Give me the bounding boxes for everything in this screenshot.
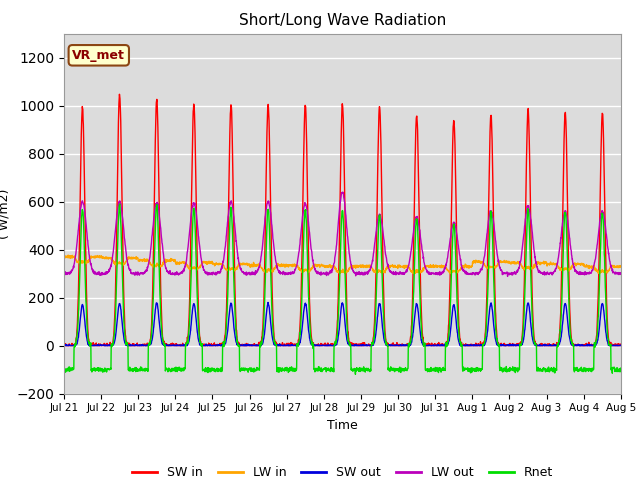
LW in [568, 264, 576, 270]
Y-axis label: ( W/m2): ( W/m2) [0, 189, 11, 239]
Rnet [359, 368, 367, 374]
Text: VR_met: VR_met [72, 49, 125, 62]
LW out [584, 271, 591, 276]
SW out [568, 342, 575, 348]
Rnet [60, 365, 68, 371]
SW out [617, 343, 625, 348]
Title: Short/Long Wave Radiation: Short/Long Wave Radiation [239, 13, 446, 28]
LW in [359, 263, 367, 268]
SW out [371, 338, 379, 344]
Rnet [584, 366, 591, 372]
LW out [339, 189, 346, 195]
Legend: SW in, LW in, SW out, LW out, Rnet: SW in, LW in, SW out, LW out, Rnet [127, 461, 558, 480]
SW out [359, 343, 367, 348]
LW out [617, 271, 625, 277]
SW out [216, 342, 223, 348]
SW out [504, 343, 512, 348]
Rnet [505, 368, 513, 373]
Line: LW in: LW in [64, 255, 621, 274]
SW in [568, 339, 576, 345]
LW in [371, 267, 379, 273]
SW out [60, 343, 68, 348]
LW out [371, 240, 379, 246]
SW in [505, 343, 513, 348]
Rnet [216, 368, 223, 374]
LW in [64, 252, 72, 258]
LW in [617, 264, 625, 270]
X-axis label: Time: Time [327, 419, 358, 432]
SW in [584, 342, 591, 348]
LW in [216, 262, 223, 267]
LW in [60, 255, 68, 261]
Rnet [617, 365, 625, 371]
Line: Rnet: Rnet [64, 204, 621, 374]
LW in [446, 271, 454, 276]
SW in [116, 91, 124, 97]
SW in [60, 343, 68, 348]
LW out [216, 270, 223, 276]
SW in [216, 342, 223, 348]
LW out [504, 274, 511, 279]
LW in [584, 263, 591, 269]
Line: SW in: SW in [64, 94, 621, 346]
Rnet [116, 201, 124, 207]
Line: LW out: LW out [64, 192, 621, 276]
SW out [264, 300, 272, 305]
SW in [617, 342, 625, 348]
LW out [568, 256, 576, 262]
LW out [359, 270, 367, 276]
LW in [505, 259, 513, 264]
SW out [584, 343, 591, 348]
SW in [371, 307, 379, 312]
LW out [60, 270, 68, 276]
Line: SW out: SW out [64, 302, 621, 346]
SW in [359, 343, 367, 348]
Rnet [568, 341, 576, 347]
LW out [505, 271, 513, 277]
Rnet [371, 322, 379, 328]
SW in [60, 342, 68, 348]
Rnet [351, 372, 359, 377]
